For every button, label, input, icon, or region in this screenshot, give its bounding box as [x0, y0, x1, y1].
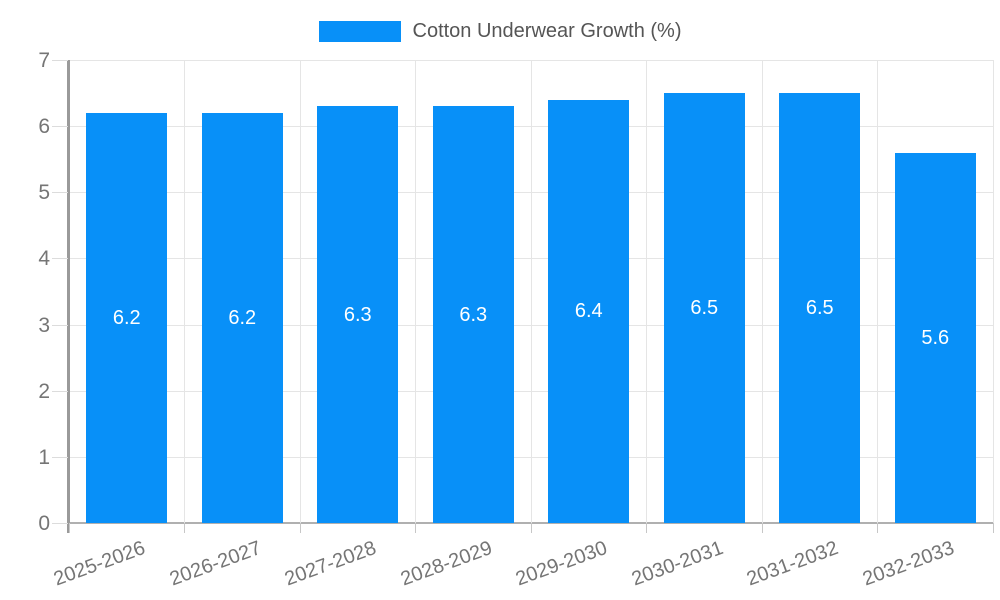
y-tick-label: 2 [38, 379, 50, 403]
bar-value-label: 6.5 [690, 297, 719, 320]
y-tick-mark [52, 324, 68, 326]
x-tick-mark [184, 523, 185, 533]
bar[interactable]: 5.6 [894, 152, 976, 523]
x-axis-label: 2030-2031 [628, 537, 726, 591]
y-tick-label: 4 [38, 247, 50, 271]
x-axis-label: 2028-2029 [397, 537, 495, 591]
bar-value-label: 5.6 [921, 326, 950, 349]
y-tick-mark [52, 390, 68, 392]
legend-swatch [318, 21, 401, 42]
v-gridline [992, 60, 994, 523]
x-axis-label: 2027-2028 [281, 537, 380, 591]
legend: Cotton Underwear Growth (%) [0, 20, 1000, 43]
bar[interactable]: 6.3 [317, 106, 399, 523]
x-tick-mark [299, 523, 301, 533]
legend-item[interactable]: Cotton Underwear Growth (%) [318, 20, 682, 43]
plot-area: 6.2 6.2 6.3 6.3 6.4 6.5 6.5 5.6 [69, 60, 994, 524]
v-gridline [184, 60, 185, 523]
bar[interactable]: 6.5 [779, 93, 861, 523]
x-tick-mark [415, 523, 416, 533]
x-axis-label: 2031-2032 [743, 537, 842, 591]
y-tick-mark [52, 456, 68, 458]
y-tick-mark [52, 192, 68, 194]
legend-label: Cotton Underwear Growth (%) [412, 20, 682, 42]
v-gridline [299, 60, 301, 523]
bar-value-label: 6.4 [574, 300, 603, 323]
y-tick-label: 3 [38, 313, 50, 337]
bar-value-label: 6.3 [343, 303, 372, 326]
bar[interactable]: 6.3 [432, 106, 514, 523]
y-tick-label: 1 [38, 445, 50, 469]
y-tick-label: 6 [38, 115, 50, 139]
bar[interactable]: 6.5 [663, 93, 745, 523]
v-gridline [646, 60, 647, 523]
y-axis-line [67, 60, 70, 533]
x-tick-mark [992, 523, 994, 533]
v-gridline [530, 60, 532, 523]
x-axis-label: 2026-2027 [166, 537, 264, 591]
x-axis-label: 2032-2033 [859, 537, 957, 591]
y-tick-label: 5 [38, 181, 50, 205]
v-gridline [761, 60, 763, 523]
x-tick-mark [68, 523, 70, 533]
y-tick-mark [52, 126, 68, 128]
bar-value-label: 6.2 [228, 306, 257, 329]
x-tick-mark [877, 523, 878, 533]
x-axis-label: 2025-2026 [50, 537, 149, 591]
y-tick-mark [52, 60, 68, 61]
bar-value-label: 6.2 [112, 306, 141, 329]
bar[interactable]: 6.2 [201, 112, 283, 523]
bar-value-label: 6.5 [805, 297, 834, 320]
x-tick-mark [530, 523, 532, 533]
bar-value-label: 6.3 [459, 303, 488, 326]
x-axis-label: 2029-2030 [512, 537, 611, 591]
bar[interactable]: 6.4 [548, 99, 630, 523]
bar[interactable]: 6.2 [86, 112, 168, 523]
x-tick-mark [761, 523, 763, 533]
y-tick-mark [52, 523, 68, 524]
y-tick-label: 0 [38, 512, 50, 535]
v-gridline [877, 60, 878, 523]
y-tick-label: 7 [38, 49, 50, 72]
y-tick-mark [52, 258, 68, 260]
v-gridline [415, 60, 416, 523]
x-tick-mark [646, 523, 647, 533]
